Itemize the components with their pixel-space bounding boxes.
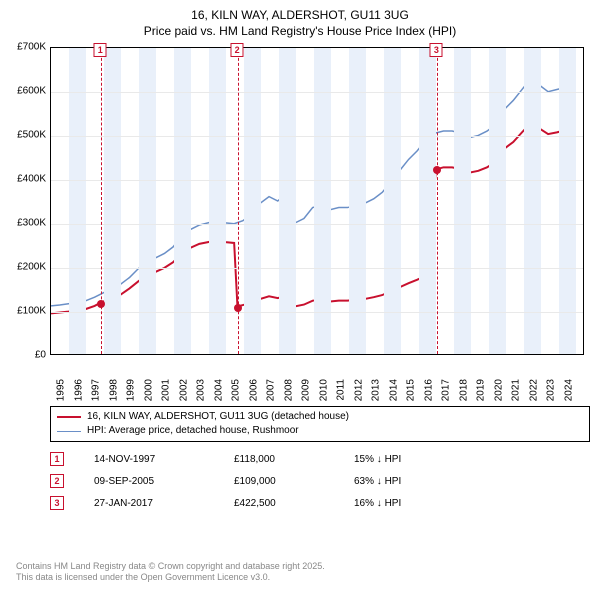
year-shade xyxy=(279,48,297,354)
gridline-h xyxy=(51,92,583,93)
y-tick-label: £200K xyxy=(17,262,46,273)
y-tick-label: £100K xyxy=(17,306,46,317)
plot-area xyxy=(50,47,584,355)
x-tick-label: 2024 xyxy=(563,379,574,401)
x-tick-label: 2004 xyxy=(213,379,224,401)
title-block: 16, KILN WAY, ALDERSHOT, GU11 3UG Price … xyxy=(10,8,590,39)
legend-item: HPI: Average price, detached house, Rush… xyxy=(57,424,583,438)
event-badge: 1 xyxy=(50,452,64,466)
gridline-h xyxy=(51,224,583,225)
gridline-h xyxy=(51,268,583,269)
y-tick-label: £500K xyxy=(17,130,46,141)
x-tick-label: 2023 xyxy=(546,379,557,401)
event-row: 2 09-SEP-2005£109,00063% ↓ HPI xyxy=(50,474,590,488)
x-tick-label: 2011 xyxy=(335,379,346,401)
event-delta: 63% ↓ HPI xyxy=(354,476,401,487)
x-tick-label: 1998 xyxy=(108,379,119,401)
marker-badge: 3 xyxy=(430,43,443,57)
x-tick-label: 1995 xyxy=(56,379,67,401)
event-date: 14-NOV-1997 xyxy=(94,454,234,465)
marker-dot xyxy=(234,304,242,312)
x-tick-label: 2007 xyxy=(266,379,277,401)
x-tick-label: 2008 xyxy=(283,379,294,401)
event-price: £422,500 xyxy=(234,498,354,509)
x-tick-label: 2005 xyxy=(231,379,242,401)
gridline-h xyxy=(51,180,583,181)
chart-container: 16, KILN WAY, ALDERSHOT, GU11 3UG Price … xyxy=(0,0,600,590)
chart-area: £0 £100K £200K £300K £400K £500K £600K £700K 199… xyxy=(10,45,590,400)
footer-line2: This data is licensed under the Open Gov… xyxy=(16,572,590,584)
gridline-h xyxy=(51,136,583,137)
y-tick-label: £400K xyxy=(17,174,46,185)
gridline-h xyxy=(51,312,583,313)
y-tick-label: £700K xyxy=(17,42,46,53)
y-tick-label: £0 xyxy=(35,350,46,361)
event-delta: 15% ↓ HPI xyxy=(354,454,401,465)
event-price: £118,000 xyxy=(234,454,354,465)
events-table: 1 14-NOV-1997£118,00015% ↓ HPI 2 09-SEP-200… xyxy=(50,452,590,518)
x-tick-label: 2020 xyxy=(493,379,504,401)
legend-label: 16, KILN WAY, ALDERSHOT, GU11 3UG (detac… xyxy=(87,410,349,424)
x-tick-label: 2003 xyxy=(196,379,207,401)
year-shade xyxy=(209,48,227,354)
year-shade xyxy=(559,48,577,354)
marker-badge: 1 xyxy=(94,43,107,57)
year-shade xyxy=(524,48,542,354)
x-tick-label: 2017 xyxy=(441,379,452,401)
y-tick-label: £600K xyxy=(17,86,46,97)
x-tick-label: 1996 xyxy=(73,379,84,401)
marker-line xyxy=(101,48,102,354)
year-shade xyxy=(69,48,87,354)
event-date: 27-JAN-2017 xyxy=(94,498,234,509)
legend-label: HPI: Average price, detached house, Rush… xyxy=(87,424,299,438)
x-tick-label: 1999 xyxy=(126,379,137,401)
event-row: 1 14-NOV-1997£118,00015% ↓ HPI xyxy=(50,452,590,466)
legend-swatch xyxy=(57,416,81,418)
legend-item: 16, KILN WAY, ALDERSHOT, GU11 3UG (detac… xyxy=(57,410,583,424)
legend-swatch xyxy=(57,431,81,432)
x-tick-label: 1997 xyxy=(91,379,102,401)
title-subtitle: Price paid vs. HM Land Registry's House … xyxy=(10,24,590,40)
year-shade xyxy=(489,48,507,354)
year-shade xyxy=(139,48,157,354)
event-delta: 16% ↓ HPI xyxy=(354,498,401,509)
year-shade xyxy=(419,48,437,354)
year-shade xyxy=(104,48,122,354)
x-tick-label: 2006 xyxy=(248,379,259,401)
year-shade xyxy=(384,48,402,354)
year-shade xyxy=(454,48,472,354)
legend: 16, KILN WAY, ALDERSHOT, GU11 3UG (detac… xyxy=(50,406,590,442)
footer-line1: Contains HM Land Registry data © Crown c… xyxy=(16,561,590,573)
x-tick-label: 2019 xyxy=(476,379,487,401)
event-row: 3 27-JAN-2017£422,50016% ↓ HPI xyxy=(50,496,590,510)
event-date: 09-SEP-2005 xyxy=(94,476,234,487)
marker-dot xyxy=(97,300,105,308)
x-tick-label: 2014 xyxy=(388,379,399,401)
y-tick-label: £300K xyxy=(17,218,46,229)
x-tick-label: 2021 xyxy=(511,379,522,401)
x-tick-label: 2009 xyxy=(301,379,312,401)
event-badge: 3 xyxy=(50,496,64,510)
x-tick-label: 2002 xyxy=(178,379,189,401)
marker-dot xyxy=(433,166,441,174)
marker-badge: 2 xyxy=(231,43,244,57)
event-price: £109,000 xyxy=(234,476,354,487)
x-tick-label: 2016 xyxy=(423,379,434,401)
footer: Contains HM Land Registry data © Crown c… xyxy=(10,561,590,584)
year-shade xyxy=(349,48,367,354)
year-shade xyxy=(174,48,192,354)
x-tick-label: 2010 xyxy=(318,379,329,401)
year-shade xyxy=(314,48,332,354)
event-badge: 2 xyxy=(50,474,64,488)
x-tick-label: 2018 xyxy=(458,379,469,401)
x-tick-label: 2013 xyxy=(371,379,382,401)
x-tick-label: 2015 xyxy=(406,379,417,401)
title-address: 16, KILN WAY, ALDERSHOT, GU11 3UG xyxy=(10,8,590,24)
x-tick-label: 2012 xyxy=(353,379,364,401)
year-shade xyxy=(244,48,262,354)
x-tick-label: 2000 xyxy=(143,379,154,401)
marker-line xyxy=(437,48,438,354)
x-tick-label: 2001 xyxy=(161,379,172,401)
x-tick-label: 2022 xyxy=(528,379,539,401)
